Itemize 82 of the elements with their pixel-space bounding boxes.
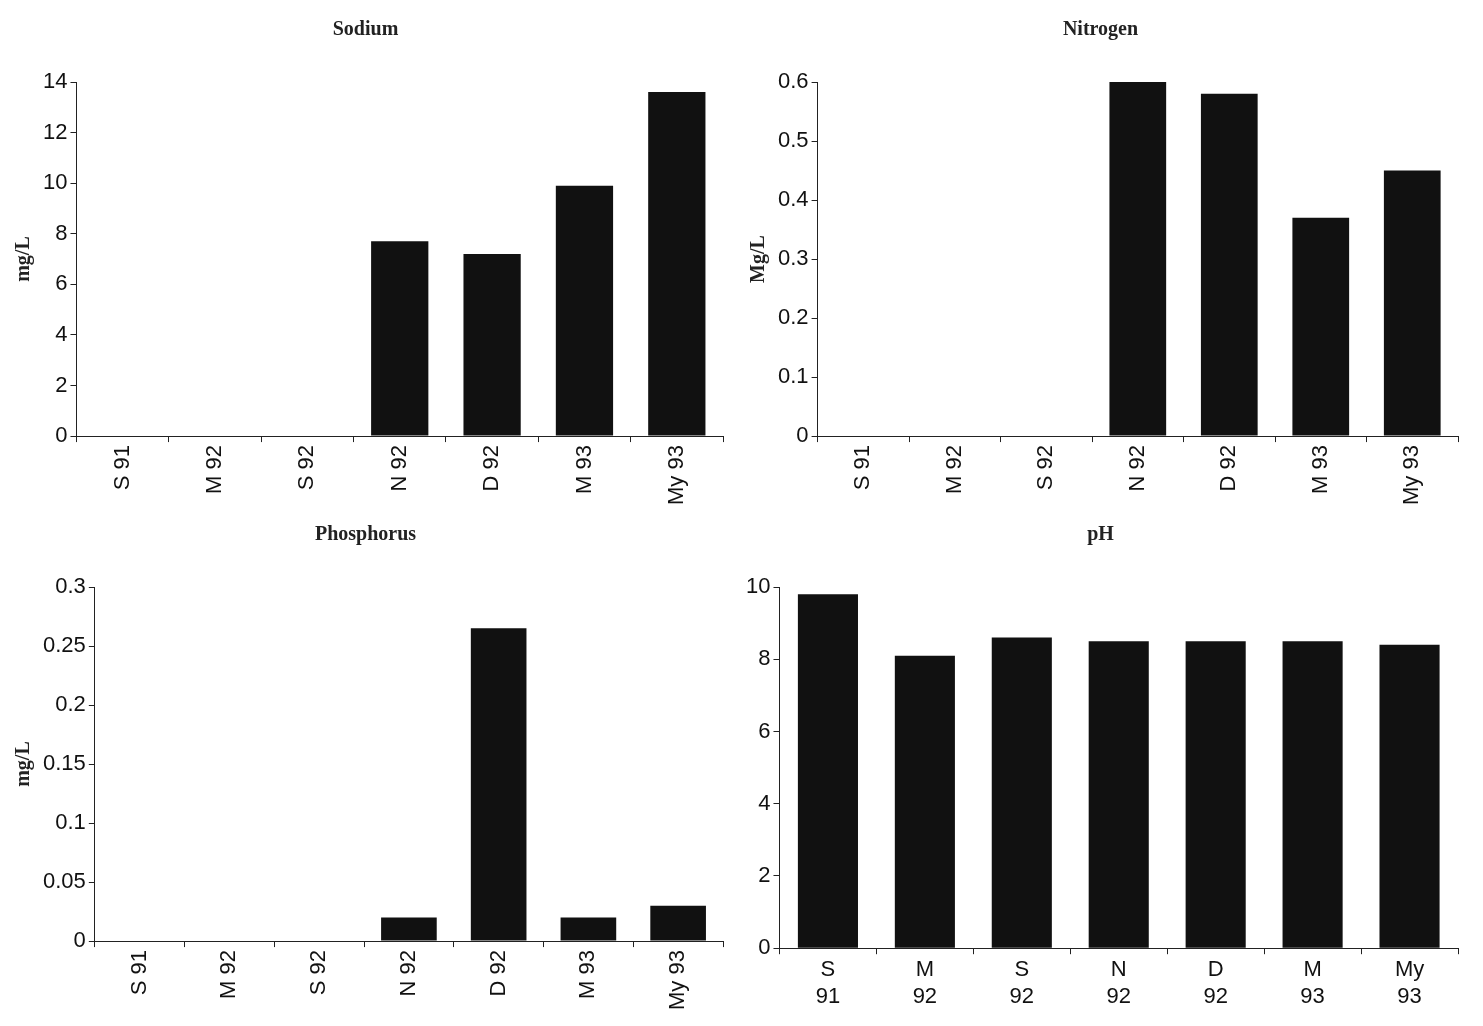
- chart-title: pH: [1087, 522, 1115, 546]
- x-tick-label: N 92: [385, 445, 411, 492]
- bar: [381, 917, 437, 941]
- y-tick-label: 0.6: [777, 68, 809, 94]
- x-tick-label: D 92: [484, 950, 510, 997]
- bar: [555, 185, 614, 436]
- bar: [1379, 644, 1440, 948]
- bar: [1292, 217, 1350, 436]
- x-tick-label: N 92: [394, 950, 420, 997]
- x-tick-label: S 91: [108, 445, 134, 491]
- y-tick-label: 8: [758, 645, 771, 671]
- y-tick-label: 0.3: [55, 573, 86, 599]
- y-tick-label: 0.15: [42, 750, 86, 776]
- x-tick-label: M 92: [201, 445, 227, 495]
- chart-title: Phosphorus: [314, 522, 417, 546]
- bar: [991, 637, 1052, 948]
- x-tick-label: D 92: [478, 445, 504, 492]
- x-tick-label: M 92: [940, 445, 966, 495]
- bar: [470, 628, 527, 941]
- y-tick-label: 0: [73, 927, 86, 953]
- x-tick-label: M 92: [912, 956, 938, 1008]
- y-tick-label: 0.1: [777, 363, 809, 389]
- y-tick-label: 2: [55, 371, 68, 397]
- bar: [1109, 82, 1167, 436]
- x-tick-label: S 91: [125, 950, 151, 996]
- bar: [1200, 93, 1258, 436]
- bar: [650, 905, 706, 941]
- y-tick-label: 14: [42, 68, 68, 94]
- y-tick-label: 0: [796, 422, 809, 448]
- x-tick-label: N 92: [1106, 956, 1131, 1008]
- x-tick-label: M 92: [215, 950, 241, 1000]
- bar: [560, 917, 617, 941]
- bar: [1383, 170, 1441, 436]
- bar: [894, 655, 955, 948]
- y-axis-title: mg/L: [11, 236, 35, 282]
- x-tick-label: S 91: [815, 956, 841, 1008]
- x-tick-label: S 92: [293, 445, 319, 491]
- y-tick-label: 0: [758, 934, 771, 960]
- y-tick-label: 6: [758, 717, 771, 743]
- y-tick-label: 0.4: [777, 186, 809, 212]
- y-tick-label: 8: [55, 219, 68, 245]
- x-tick-label: M 93: [570, 445, 596, 495]
- y-tick-label: 6: [55, 270, 68, 296]
- y-tick-label: 10: [42, 169, 68, 195]
- y-tick-label: 2: [758, 862, 771, 888]
- y-tick-label: 0.1: [55, 809, 86, 835]
- y-tick-label: 0.25: [42, 632, 86, 658]
- x-tick-label: M 93: [1306, 445, 1332, 495]
- x-tick-label: S 91: [849, 445, 875, 491]
- x-tick-label: M 93: [1300, 956, 1325, 1008]
- bar: [1185, 641, 1246, 948]
- x-tick-label: My 93: [662, 445, 688, 506]
- y-tick-label: 0.2: [777, 304, 809, 330]
- x-tick-label: S 92: [1009, 956, 1035, 1008]
- y-tick-label: 4: [758, 789, 771, 815]
- bar: [1282, 641, 1343, 948]
- y-tick-label: 12: [42, 118, 68, 144]
- bar: [1088, 641, 1149, 948]
- x-tick-label: My 93: [1394, 956, 1425, 1008]
- bar: [648, 92, 706, 436]
- y-tick-label: 4: [55, 320, 68, 346]
- y-tick-label: 0.05: [42, 868, 86, 894]
- chart-title: Nitrogen: [1062, 17, 1139, 41]
- y-axis-title: Mg/L: [746, 235, 770, 283]
- chart-title: Sodium: [332, 17, 399, 40]
- x-tick-label: N 92: [1123, 445, 1149, 492]
- y-tick-label: 0.5: [777, 127, 809, 153]
- x-tick-label: D 92: [1215, 445, 1241, 492]
- x-tick-label: My 93: [664, 950, 690, 1011]
- y-tick-label: 10: [745, 573, 771, 599]
- y-tick-label: 0.3: [777, 245, 809, 271]
- x-tick-label: S 92: [1032, 445, 1058, 491]
- bar: [463, 253, 521, 436]
- x-tick-label: D 92: [1203, 956, 1228, 1008]
- y-tick-label: 0: [55, 422, 68, 448]
- x-tick-label: My 93: [1398, 445, 1424, 506]
- y-tick-label: 0.2: [55, 691, 86, 717]
- y-axis-title: mg/L: [11, 741, 35, 787]
- x-tick-label: S 92: [305, 950, 331, 996]
- x-tick-label: M 93: [574, 950, 600, 1000]
- bar: [797, 594, 858, 948]
- bar: [371, 241, 429, 436]
